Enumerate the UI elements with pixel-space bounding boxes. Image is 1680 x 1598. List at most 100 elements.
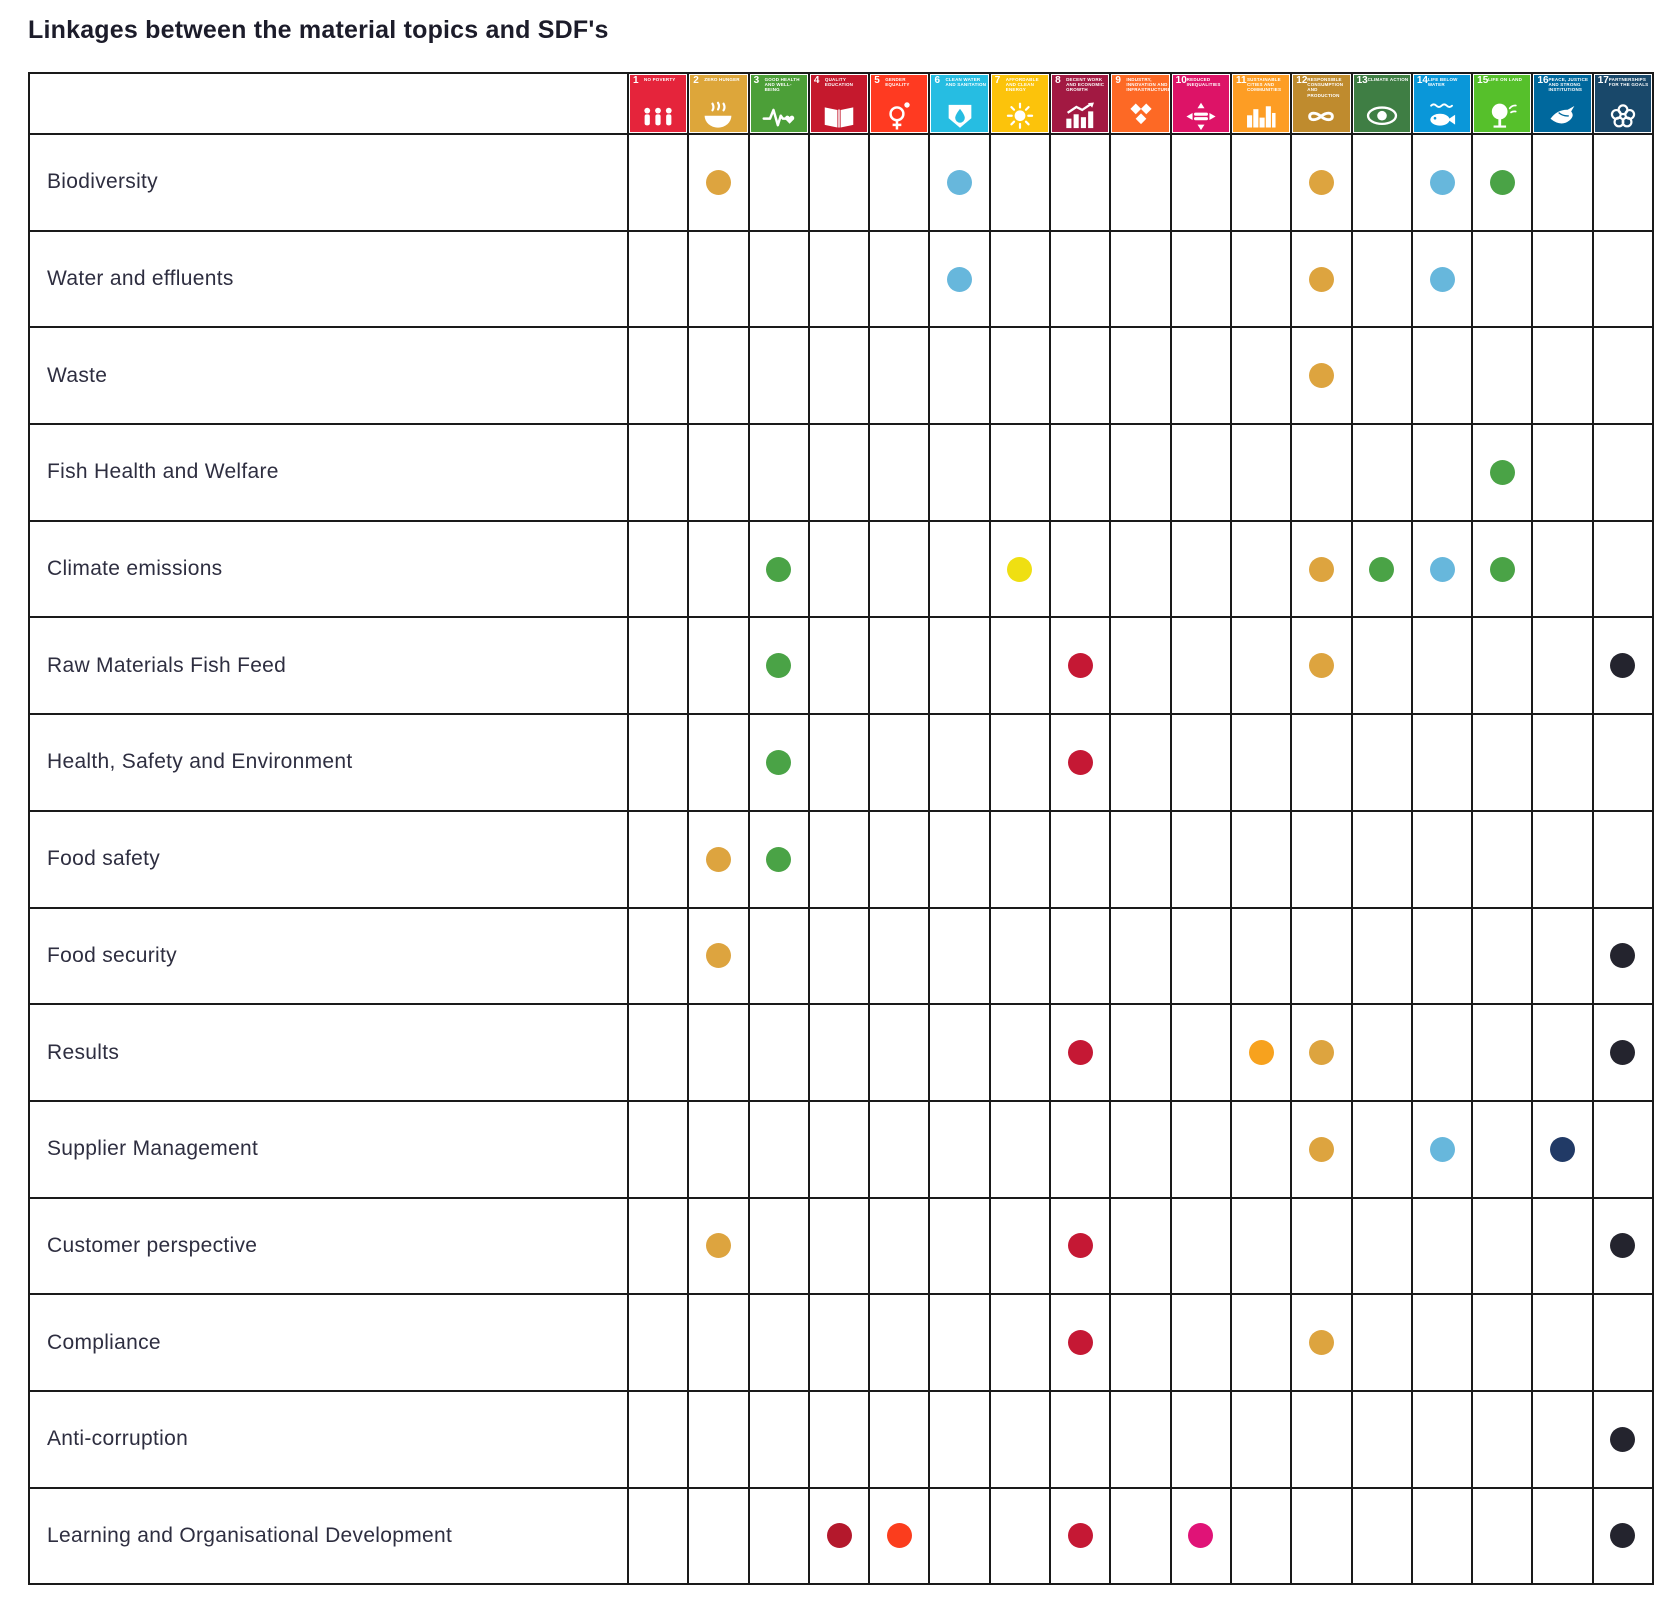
linkage-cell <box>1111 1391 1172 1489</box>
linkage-dot <box>1610 1233 1636 1259</box>
linkage-cell <box>1473 811 1534 909</box>
tree-icon <box>1492 103 1517 128</box>
sdg-goal-name: Industry, Innovation and Infrastructure <box>1126 77 1169 93</box>
linkage-cell <box>1593 521 1655 619</box>
linkage-cell <box>1412 425 1474 522</box>
linkage-cell <box>990 1005 1052 1102</box>
linkage-cell <box>1292 811 1353 909</box>
linkage-cell <box>1352 908 1413 1006</box>
linkage-cell <box>870 1101 931 1199</box>
linkage-cell <box>689 1198 750 1296</box>
sdg-goal-name: Affordable and Clean Energy <box>1005 77 1039 93</box>
linkage-cell <box>870 908 931 1006</box>
linkage-cell <box>809 1101 871 1199</box>
sdg-column-header: 3 Good Health and Well-Being <box>749 74 810 135</box>
linkage-cell <box>1111 1101 1172 1199</box>
linkage-cell <box>1111 1005 1172 1102</box>
linkage-cell <box>1292 1295 1353 1392</box>
sdg-3-icon: 3 Good Health and Well-Being <box>750 75 807 132</box>
linkage-cell <box>1171 328 1232 426</box>
column-header-empty <box>30 74 629 135</box>
linkage-dot <box>1429 266 1455 292</box>
sdg-1-icon: 1 No Poverty <box>630 75 687 132</box>
linkage-cell <box>689 328 750 426</box>
equality-icon <box>1186 102 1216 131</box>
linkage-cell <box>870 328 931 426</box>
linkage-cell <box>1292 425 1353 522</box>
linkage-cell <box>1533 1005 1594 1102</box>
linkage-cell <box>1111 715 1172 812</box>
linkage-dot <box>1610 1523 1636 1549</box>
row-label: Health, Safety and Environment <box>30 715 629 812</box>
linkage-cell <box>870 1391 931 1489</box>
linkage-cell <box>809 1198 871 1296</box>
linkage-cell <box>990 231 1052 329</box>
linkage-cell <box>1292 1198 1353 1296</box>
linkage-cell <box>1051 908 1112 1006</box>
sdg-number: 10 <box>1175 75 1187 86</box>
linkage-dot <box>1248 1040 1274 1066</box>
sdg-number: 6 <box>934 75 941 86</box>
linkage-cell <box>1593 618 1655 716</box>
linkage-cell <box>1171 135 1232 232</box>
linkage-dot <box>1429 1136 1455 1162</box>
sdg-4-icon: 4 Quality Education <box>810 75 868 132</box>
row-label: Compliance <box>30 1295 629 1392</box>
linkage-cell <box>1292 1101 1353 1199</box>
sdg-goal-name: Quality Education <box>824 77 854 88</box>
linkage-cell <box>809 328 871 426</box>
linkage-cell <box>1352 425 1413 522</box>
linkage-cell <box>1171 1488 1232 1586</box>
linkage-cell <box>1533 1391 1594 1489</box>
linkage-cell <box>1231 1005 1293 1102</box>
linkage-cell <box>629 1005 690 1102</box>
linkage-cell <box>1412 908 1474 1006</box>
linkage-cell <box>990 328 1052 426</box>
sdg-16-icon: 16 Peace, Justice and Strong Institutions <box>1534 75 1591 132</box>
linkage-dot <box>1067 653 1093 679</box>
linkage-cell <box>1473 715 1534 812</box>
sdg-column-header: 7 Affordable and Clean Energy <box>990 74 1052 135</box>
linkage-cell <box>1412 1101 1474 1199</box>
sdg-number: 16 <box>1537 75 1549 86</box>
linkage-cell <box>1473 521 1534 619</box>
linkage-cell <box>689 908 750 1006</box>
linkage-cell <box>1231 1391 1293 1489</box>
linkage-cell <box>1111 1295 1172 1392</box>
row-label: Water and effluents <box>30 231 629 329</box>
linkage-cell <box>870 1005 931 1102</box>
linkage-cell <box>809 908 871 1006</box>
linkage-cell <box>689 1391 750 1489</box>
linkage-cell <box>749 1391 810 1489</box>
sdg-column-header: 14 Life Below Water <box>1412 74 1474 135</box>
linkage-cell <box>809 1488 871 1586</box>
sdg-column-header: 4 Quality Education <box>809 74 871 135</box>
sdg-9-icon: 9 Industry, Innovation and Infrastructure <box>1112 75 1169 132</box>
linkage-cell <box>1473 231 1534 329</box>
linkage-cell <box>1412 618 1474 716</box>
linkage-cell <box>870 1295 931 1392</box>
linkage-cell <box>629 328 690 426</box>
sdg-12-icon: 12 Responsible Consumption and Production <box>1293 75 1350 132</box>
linkage-cell <box>1051 425 1112 522</box>
linkage-cell <box>689 1295 750 1392</box>
linkage-cell <box>1412 1488 1474 1586</box>
linkage-cell <box>1111 135 1172 232</box>
linkage-cell <box>1593 1295 1655 1392</box>
linkage-cell <box>1533 811 1594 909</box>
linkage-cell <box>990 715 1052 812</box>
linkage-cell <box>1412 135 1474 232</box>
linkage-cell <box>749 715 810 812</box>
row-label: Biodiversity <box>30 135 629 232</box>
sdg-column-header: 11 Sustainable Cities and Communities <box>1231 74 1293 135</box>
linkage-cell <box>1352 1295 1413 1392</box>
linkage-cell <box>1231 1198 1293 1296</box>
linkage-cell <box>1292 135 1353 232</box>
row-label: Supplier Management <box>30 1101 629 1199</box>
linkage-cell <box>1533 521 1594 619</box>
sdg-goal-name: Life on Land <box>1488 77 1523 82</box>
linkage-cell <box>930 1005 991 1102</box>
sdg-goal-name: No Poverty <box>644 77 676 82</box>
linkage-cell <box>990 425 1052 522</box>
fish-icon <box>1430 103 1456 126</box>
